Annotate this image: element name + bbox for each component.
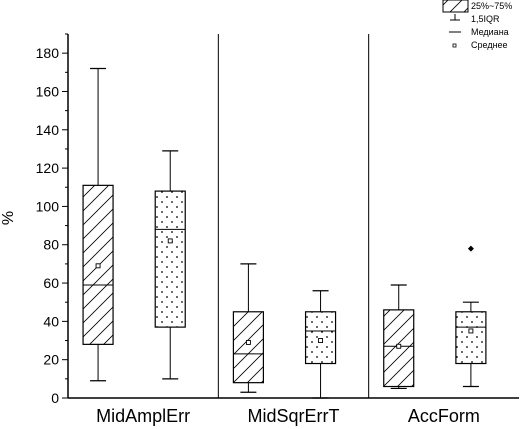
legend-whisker-label: 1,5IQR <box>471 14 500 24</box>
mean-marker <box>167 238 173 244</box>
mean-marker <box>318 338 324 343</box>
y-tick-label: 160 <box>36 83 60 99</box>
mean-marker <box>468 328 474 334</box>
legend-mean-icon <box>452 43 457 48</box>
legend-box-label: 25%~75% <box>471 1 512 11</box>
box-MidAmplErr-dots <box>154 150 186 380</box>
iqr-box <box>304 311 337 365</box>
y-tick-label: 140 <box>36 122 60 138</box>
box-AccForm-dots <box>455 245 487 388</box>
legend-median-label: Медиана <box>471 27 509 37</box>
y-axis: 0 20 40 60 80 100 120 140 160 180 <box>36 33 68 406</box>
legend-box-swatch <box>442 0 469 13</box>
iqr-box <box>455 311 487 365</box>
category-label: MidSqrErrT <box>247 406 339 426</box>
box-MidSqrErrT-hatch <box>232 263 264 393</box>
y-axis-title: % <box>0 211 17 225</box>
y-tick-label: 120 <box>36 160 60 176</box>
y-tick-label: 100 <box>36 198 60 214</box>
boxes-group <box>82 67 487 399</box>
category-label: MidAmplErr <box>96 406 190 426</box>
y-tick-label: 20 <box>43 352 59 368</box>
y-tick-label: 80 <box>43 237 59 253</box>
category-label: AccForm <box>408 406 480 426</box>
mean-marker <box>95 263 101 269</box>
x-axis-labels: MidAmplErr MidSqrErrT AccForm <box>96 406 480 426</box>
legend-mean-label: Среднее <box>471 40 508 50</box>
y-tick-label: 0 <box>51 390 59 406</box>
box-MidAmplErr-hatch <box>82 67 114 382</box>
y-tick-label: 180 <box>36 45 60 61</box>
mean-marker <box>396 343 402 349</box>
iqr-box <box>154 190 186 328</box>
y-tick-label: 40 <box>43 313 59 329</box>
box-AccForm-hatch <box>383 284 415 390</box>
y-tick-label: 60 <box>43 275 59 291</box>
legend: 25%~75% 1,5IQR Медиана Среднее <box>442 0 512 50</box>
outlier-marker <box>467 245 474 252</box>
mean-marker <box>245 339 251 345</box>
box-MidSqrErrT-dots <box>304 290 337 399</box>
plot-frame <box>67 34 519 399</box>
iqr-box <box>232 311 264 384</box>
